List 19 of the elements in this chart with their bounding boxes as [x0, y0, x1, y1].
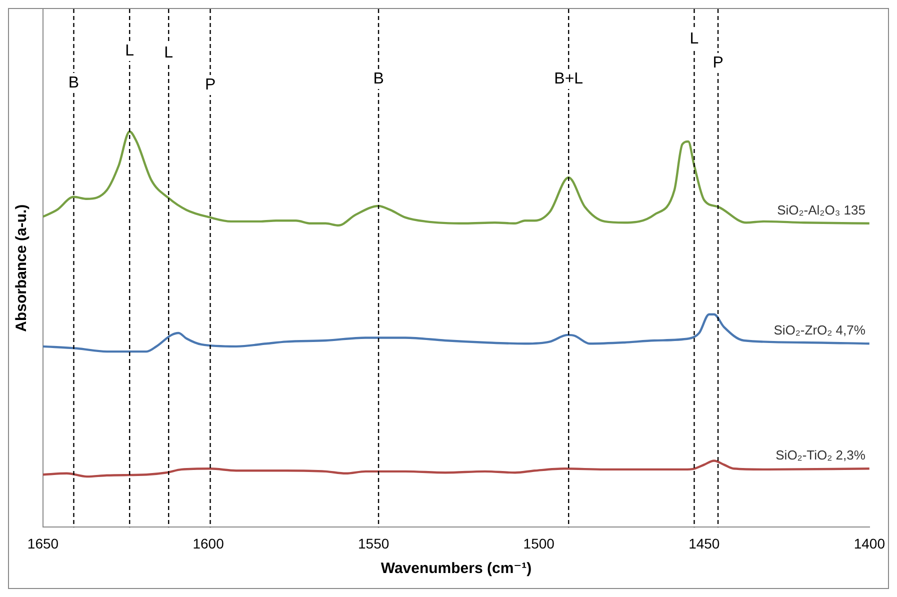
ref-line-label: P: [712, 54, 724, 72]
x-tick-label: 1500: [523, 535, 555, 552]
ref-line-label: L: [125, 42, 134, 60]
x-tick-label: 1600: [192, 535, 224, 552]
series-label: SiO₂-Al₂O₃ 135: [777, 202, 866, 218]
x-axis-title: Wavenumbers (cm⁻¹): [380, 560, 532, 578]
x-tick-label: 1400: [854, 535, 886, 552]
ref-line-label: L: [164, 44, 174, 62]
x-tick-label: 1650: [27, 535, 59, 552]
x-tick-label: 1450: [688, 535, 720, 552]
y-axis-title: Absorbance (a-u.): [13, 204, 30, 332]
series-label: SiO₂-TiO₂ 2,3%: [776, 448, 866, 463]
ref-line-label: L: [690, 30, 699, 48]
x-tick-label: 1550: [358, 535, 390, 552]
ref-line-label: B: [68, 74, 80, 92]
ref-line-label: P: [204, 76, 216, 94]
ref-line-label: B: [373, 70, 384, 88]
ref-line-label: B+L: [554, 70, 584, 88]
series-label: SiO₂-ZrO₂ 4,7%: [774, 322, 866, 338]
